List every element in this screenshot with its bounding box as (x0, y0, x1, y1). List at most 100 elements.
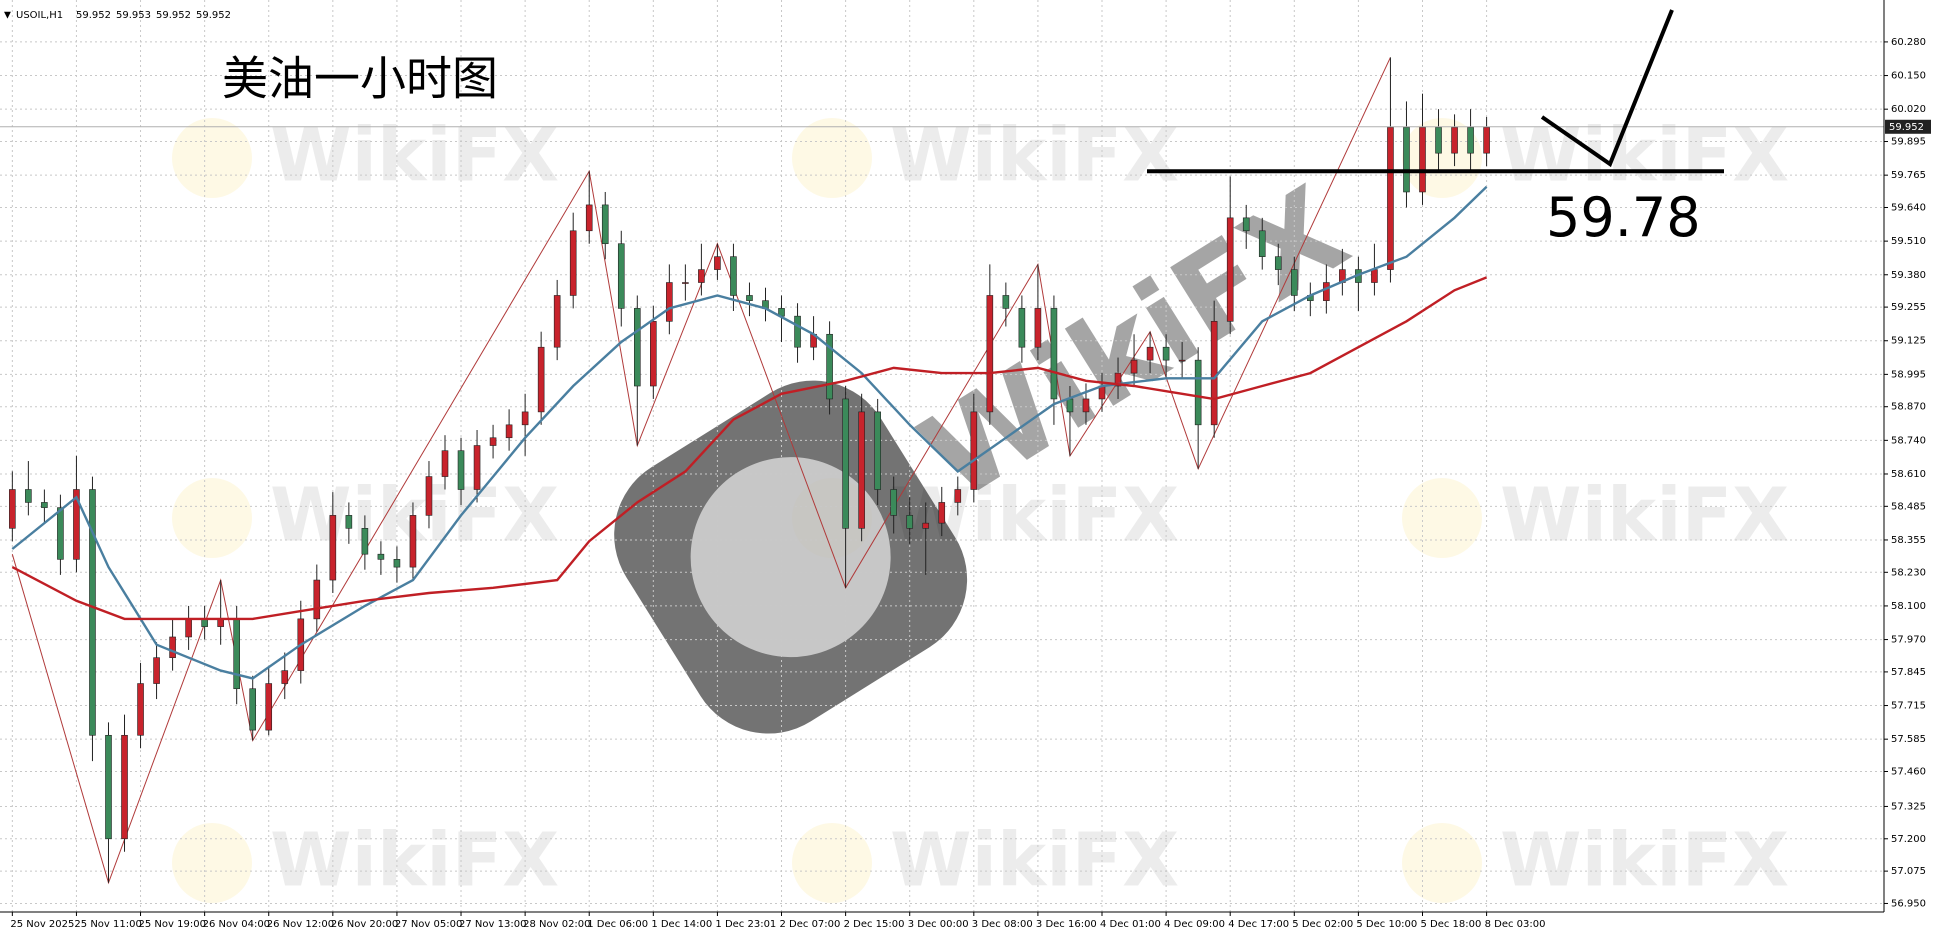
candle-body (826, 333, 833, 400)
candle-body (650, 321, 657, 387)
price-box (1885, 119, 1931, 134)
candle-body (794, 315, 801, 348)
y-tick-label: 58.740 (1891, 435, 1926, 446)
moving-average (11, 185, 1488, 680)
y-tick-label: 57.585 (1891, 734, 1926, 745)
y-tick-label: 57.075 (1891, 866, 1926, 877)
x-tick-label: 1 Dec 23:01 (715, 919, 776, 930)
y-tick-label: 58.610 (1891, 469, 1926, 480)
candle-body (1226, 217, 1234, 322)
candle-body (9, 489, 16, 529)
candle-body (1210, 321, 1218, 426)
candle-body (137, 683, 144, 736)
y-tick-label: 59.765 (1891, 170, 1926, 181)
candle-body (73, 489, 80, 560)
moving-average (11, 276, 1488, 621)
y-tick-label: 57.200 (1891, 834, 1926, 845)
x-tick-label: 26 Nov 04:00 (203, 919, 270, 930)
candle-body (1034, 308, 1042, 348)
watermark-logo (172, 118, 252, 198)
y-tick-label: 59.255 (1891, 302, 1926, 313)
y-tick-label: 58.870 (1891, 402, 1926, 413)
candle-body (601, 204, 609, 245)
candle-body (1435, 126, 1442, 154)
candle-body (938, 502, 946, 524)
candle-body (57, 507, 64, 560)
y-tick-label: 60.150 (1891, 71, 1926, 82)
candle-body (1290, 269, 1298, 296)
header-arrow: ▼ (4, 11, 11, 21)
candle-body (1242, 217, 1250, 232)
candle-body (633, 308, 641, 387)
x-tick-label: 26 Nov 20:00 (331, 919, 398, 930)
candle-body (521, 411, 529, 426)
watermark: WikiFX (890, 818, 1179, 904)
x-tick-label: 3 Dec 08:00 (972, 919, 1033, 930)
header-value: 59.952 (156, 10, 191, 21)
watermark-logo (1402, 478, 1482, 558)
candle-body (1403, 126, 1410, 193)
candle-body (105, 734, 112, 840)
y-tick-label: 58.230 (1891, 567, 1926, 578)
y-tick-label: 57.325 (1891, 801, 1926, 812)
candle-body (906, 515, 914, 529)
y-tick-label: 58.100 (1891, 601, 1926, 612)
candle-body (1162, 346, 1170, 361)
candle-body (249, 688, 257, 731)
candle-body (537, 346, 545, 413)
candle-body (714, 256, 721, 270)
candle-body (1258, 230, 1266, 257)
candle-body (730, 256, 737, 296)
watermark-logo (792, 118, 872, 198)
candle-body (425, 476, 433, 516)
watermark: WikiFX (1500, 473, 1789, 559)
header-value: 59.952 (76, 10, 111, 21)
candle-body (1387, 126, 1394, 270)
candle-body (698, 269, 705, 283)
candle-body (393, 559, 401, 568)
candle-body (1467, 126, 1474, 154)
watermark-logo (172, 478, 252, 558)
candle-body (858, 411, 865, 529)
candle-body (585, 204, 593, 232)
x-tick-label: 1 Dec 14:00 (651, 919, 712, 930)
x-tick-label: 28 Nov 02:00 (523, 919, 590, 930)
price-label: 59.952 (1889, 122, 1924, 133)
y-tick-label: 59.380 (1891, 270, 1926, 281)
y-tick-label: 56.950 (1891, 898, 1926, 909)
level-label: 59.78 (1546, 186, 1701, 249)
candle-body (409, 515, 417, 568)
candle-body (313, 579, 321, 620)
x-tick-label: 3 Dec 00:00 (908, 919, 969, 930)
x-tick-label: 27 Nov 05:00 (395, 919, 462, 930)
y-tick-label: 58.485 (1891, 501, 1926, 512)
y-tick-label: 59.510 (1891, 236, 1926, 247)
marks: 59.78 59.952 (0, 57, 1931, 885)
y-tick-label: 59.640 (1891, 202, 1926, 213)
x-tick-label: 4 Dec 17:00 (1228, 919, 1289, 930)
x-tick-label: 8 Dec 03:00 (1485, 919, 1546, 930)
candle-body (1130, 359, 1138, 374)
candle-body (1274, 256, 1282, 270)
candle-body (1371, 269, 1378, 283)
candle-body (473, 445, 481, 490)
y-tick-label: 57.970 (1891, 635, 1926, 646)
candle-body (457, 450, 465, 490)
candle-body (1178, 359, 1186, 362)
candle-body (489, 437, 497, 446)
x-tick-label: 1 Dec 06:00 (587, 919, 648, 930)
x-tick-label: 2 Dec 15:00 (844, 919, 905, 930)
candle-body (169, 636, 176, 658)
x-tick-label: 5 Dec 10:00 (1356, 919, 1417, 930)
candle-body (922, 522, 930, 529)
candle-body (233, 618, 240, 690)
candle-body (153, 657, 160, 684)
candle-body (1483, 126, 1490, 154)
y-tick-label: 59.125 (1891, 336, 1926, 347)
y-tick-label: 60.020 (1891, 104, 1926, 115)
x-tick-label: 3 Dec 16:00 (1036, 919, 1097, 930)
watermark-logo (690, 457, 891, 658)
x-tick-label: 26 Nov 12:00 (267, 919, 334, 930)
candle-body (505, 424, 513, 439)
